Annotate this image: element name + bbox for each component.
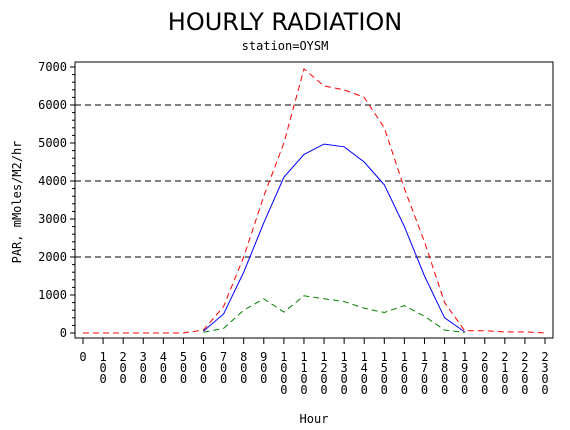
y-tick-label: 2000 <box>38 250 67 264</box>
grid-lines <box>75 104 553 258</box>
y-tick-label: 7000 <box>38 60 67 74</box>
plot-frame <box>74 61 554 339</box>
x-axis-label: Hour <box>300 412 329 426</box>
y-axis-label: PAR, mMoles/M2/hr <box>10 141 24 264</box>
y-tick-label: 4000 <box>38 174 67 188</box>
x-tick-label: 0 <box>79 350 86 364</box>
y-tick-label: 0 <box>60 326 67 340</box>
chart-title: HOURLY RADIATION <box>168 8 402 36</box>
y-tick-label: 1000 <box>38 288 67 302</box>
y-tick-label: 6000 <box>38 98 67 112</box>
y-tick-label: 3000 <box>38 212 67 226</box>
x-axis: 0 1 0 0 2 0 0 3 0 0 4 0 0 5 0 0 6 0 0 7 0 0 8 0 0 9 0 0 1 0 0 0 1 1 0 0 1 2 0 0… <box>79 338 549 397</box>
series-group <box>83 68 546 334</box>
series-line-1 <box>83 68 546 334</box>
series-line-2 <box>203 143 465 333</box>
y-tick-label: 5000 <box>38 136 67 150</box>
chart-subtitle: station=OYSM <box>242 39 329 53</box>
series-line-3 <box>203 295 465 334</box>
y-axis: 0 1000 2000 3000 4000 5000 6000 7000 <box>38 60 75 340</box>
